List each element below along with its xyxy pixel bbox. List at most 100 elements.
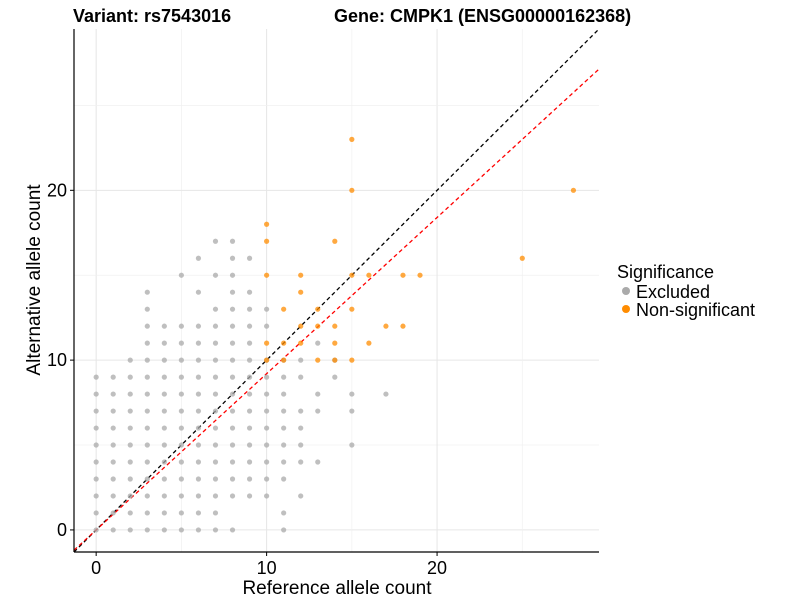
point-excluded: [246, 408, 253, 414]
point-excluded: [195, 459, 202, 465]
point-excluded: [195, 340, 202, 346]
legend: Significance Excluded Non-significant: [617, 262, 755, 320]
point-excluded: [93, 408, 99, 414]
point-excluded: [298, 493, 304, 499]
point-excluded: [144, 493, 150, 499]
title-gene: Gene: CMPK1 (ENSG00000162368): [334, 6, 631, 26]
point-non-significant: [383, 323, 389, 329]
point-excluded: [212, 493, 219, 499]
point-excluded: [246, 340, 253, 346]
point-non-significant: [349, 306, 355, 312]
point-non-significant: [264, 272, 270, 278]
point-non-significant: [315, 357, 321, 363]
point-excluded: [127, 442, 133, 448]
point-excluded: [229, 272, 236, 278]
point-excluded: [161, 408, 167, 414]
point-excluded: [161, 323, 167, 329]
point-excluded: [161, 510, 167, 516]
point-excluded: [229, 374, 236, 380]
point-excluded: [246, 306, 253, 312]
point-excluded: [110, 374, 116, 380]
point-excluded: [195, 408, 202, 414]
point-excluded: [246, 255, 253, 261]
point-excluded: [161, 374, 167, 380]
point-non-significant: [400, 323, 406, 329]
point-excluded: [144, 391, 150, 397]
point-excluded: [264, 374, 270, 380]
point-excluded: [144, 289, 150, 295]
point-non-significant: [281, 357, 287, 363]
point-non-significant: [332, 340, 338, 346]
point-excluded: [178, 459, 184, 465]
point-non-significant: [298, 289, 304, 295]
point-excluded: [110, 527, 116, 533]
point-excluded: [229, 442, 236, 448]
x-axis-title: Reference allele count: [242, 578, 432, 599]
point-excluded: [178, 425, 184, 431]
point-excluded: [195, 391, 202, 397]
legend-title: Significance: [617, 262, 714, 282]
point-excluded: [298, 374, 304, 380]
point-non-significant: [349, 357, 355, 363]
reference-line-fit: [73, 68, 600, 551]
point-non-significant: [298, 323, 304, 329]
point-excluded: [264, 408, 270, 414]
point-excluded: [229, 425, 236, 431]
point-excluded: [246, 374, 253, 380]
point-excluded: [281, 442, 287, 448]
point-excluded: [195, 476, 202, 482]
point-excluded: [246, 391, 253, 397]
point-excluded: [264, 442, 270, 448]
point-non-significant: [332, 323, 338, 329]
point-non-significant: [315, 306, 321, 312]
point-excluded: [332, 374, 338, 380]
point-excluded: [195, 289, 202, 295]
point-non-significant: [298, 340, 304, 346]
point-excluded: [127, 476, 133, 482]
point-excluded: [315, 391, 321, 397]
point-excluded: [246, 459, 253, 465]
point-excluded: [178, 357, 184, 363]
point-excluded: [281, 425, 287, 431]
point-excluded: [144, 408, 150, 414]
point-excluded: [264, 459, 270, 465]
point-excluded: [144, 340, 150, 346]
point-excluded: [127, 425, 133, 431]
point-excluded: [144, 357, 150, 363]
point-excluded: [144, 510, 150, 516]
point-excluded: [212, 442, 219, 448]
point-excluded: [110, 510, 116, 516]
legend-key-excluded: [622, 287, 630, 295]
point-excluded: [195, 442, 202, 448]
point-excluded: [212, 374, 219, 380]
point-excluded: [246, 323, 253, 329]
point-non-significant: [349, 187, 355, 193]
point-excluded: [178, 408, 184, 414]
point-excluded: [212, 527, 219, 533]
point-excluded: [161, 425, 167, 431]
point-excluded: [281, 510, 287, 516]
point-excluded: [298, 459, 304, 465]
point-excluded: [349, 391, 355, 397]
point-non-significant: [281, 306, 287, 312]
point-excluded: [212, 510, 219, 516]
point-excluded: [144, 476, 150, 482]
point-excluded: [229, 340, 236, 346]
legend-label-excluded: Excluded: [636, 282, 710, 302]
point-non-significant: [264, 238, 270, 244]
y-tick-label: 10: [47, 350, 67, 370]
point-excluded: [281, 408, 287, 414]
point-excluded: [212, 391, 219, 397]
point-excluded: [127, 408, 133, 414]
point-excluded: [161, 459, 167, 465]
point-excluded: [229, 527, 236, 533]
point-excluded: [178, 527, 184, 533]
point-excluded: [144, 527, 150, 533]
point-excluded: [212, 272, 219, 278]
y-axis-title: Alternative allele count: [24, 184, 45, 376]
point-excluded: [264, 425, 270, 431]
point-non-significant: [264, 221, 270, 227]
point-excluded: [315, 408, 321, 414]
point-excluded: [195, 357, 202, 363]
